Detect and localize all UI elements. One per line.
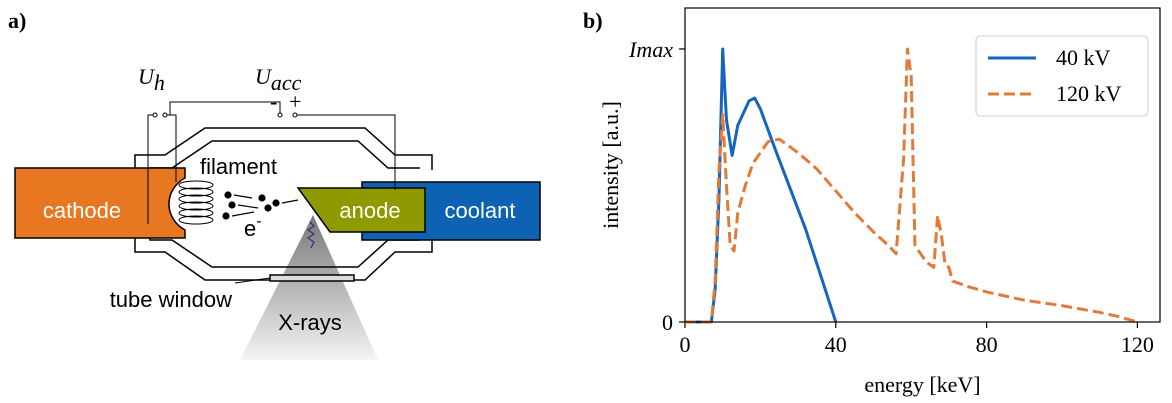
filament-label: filament xyxy=(200,154,277,179)
plus-sign: + xyxy=(289,89,301,114)
y-tick-label: 0 xyxy=(662,310,673,335)
y-axis-label: intensity [a.u.] xyxy=(598,101,623,229)
xrays-label: X-rays xyxy=(278,310,342,335)
y-tick-label: Imax xyxy=(628,37,673,62)
panel-label: b) xyxy=(583,8,603,33)
coolant-label: coolant xyxy=(445,198,516,223)
x-tick-label: 0 xyxy=(680,332,691,357)
xray-cone xyxy=(240,215,378,360)
legend-box xyxy=(975,35,1149,117)
anode-label: anode xyxy=(339,198,400,223)
cathode-label: cathode xyxy=(43,198,121,223)
plot-frame xyxy=(684,7,1161,323)
u-acc: Uacc xyxy=(255,64,302,95)
electron-label: e- xyxy=(244,213,262,241)
legend-label: 120 kV xyxy=(1056,81,1122,106)
tube-window xyxy=(269,274,355,282)
legend-label: 40 kV xyxy=(1056,45,1111,70)
tube-diagram xyxy=(14,101,541,360)
cathode-block xyxy=(14,167,186,239)
series-line xyxy=(685,47,1138,324)
tube-inner-bottom xyxy=(149,238,420,268)
tube-inner-top xyxy=(149,140,420,172)
x-tick-label: 120 xyxy=(1121,332,1154,357)
panel-label: a) xyxy=(8,8,26,33)
u-h: Uh xyxy=(138,64,165,95)
filament-coil xyxy=(178,180,214,225)
minus-sign: - xyxy=(270,89,277,114)
x-axis-label: energy [keV] xyxy=(864,372,980,397)
x-tick-label: 80 xyxy=(976,332,998,357)
tube-outer-top xyxy=(134,127,433,172)
wires xyxy=(147,101,396,284)
x-tick-label: 40 xyxy=(825,332,847,357)
chart: 0 40 80 120 0 Imax energy [keV] intensity [a.u.… xyxy=(598,7,1161,397)
xray-wave xyxy=(307,221,315,249)
tube-window-label: tube window xyxy=(110,287,232,312)
series-line xyxy=(685,47,838,324)
anode-block xyxy=(296,187,426,233)
electrons xyxy=(222,191,299,220)
